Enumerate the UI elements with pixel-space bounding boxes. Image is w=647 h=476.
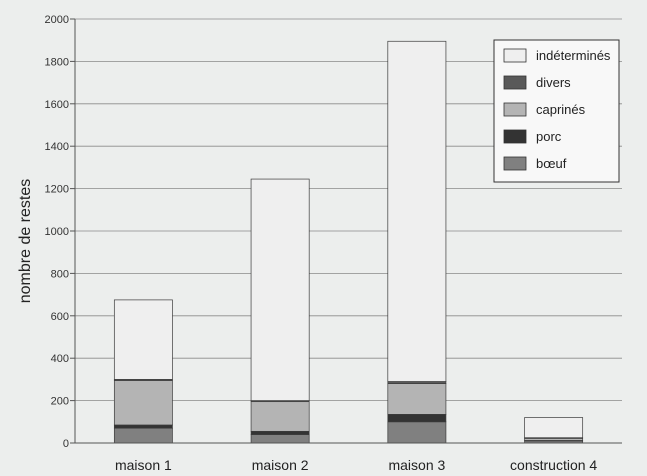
bar-segment-boeuf-maison-3 xyxy=(387,421,447,444)
legend-swatch-divers xyxy=(503,75,527,90)
bars xyxy=(113,40,584,444)
bar-segment-boeuf-maison-2 xyxy=(250,434,310,444)
bar-segment-caprines-maison-2 xyxy=(250,401,310,432)
bar-segment-porc-maison-1 xyxy=(113,424,173,429)
y-tick-label: 0 xyxy=(63,438,69,450)
legend-swatch-indetermines xyxy=(503,48,527,63)
y-tick-label: 1200 xyxy=(45,184,69,196)
y-tick-label: 800 xyxy=(51,268,69,280)
x-category-label: maison 1 xyxy=(115,457,172,473)
x-category-label: construction 4 xyxy=(510,457,597,473)
bar-segment-porc-maison-2 xyxy=(250,430,310,435)
bar-segment-caprines-maison-3 xyxy=(387,383,447,415)
bar-segment-indetermines-maison-1 xyxy=(113,299,173,380)
bar-segment-indetermines-maison-2 xyxy=(250,178,310,401)
y-tick-label: 1800 xyxy=(45,56,69,68)
legend-label-boeuf: bœuf xyxy=(536,156,567,171)
legend-swatch-boeuf xyxy=(503,156,527,171)
legend-label-porc: porc xyxy=(536,129,562,144)
x-category-label: maison 3 xyxy=(388,457,445,473)
y-tick-label: 400 xyxy=(51,353,69,365)
x-category-label: maison 2 xyxy=(252,457,309,473)
x-axis-categories: maison 1 maison 2 maison 3 construction 4 xyxy=(115,457,597,473)
y-tick-label: 2000 xyxy=(45,14,69,26)
bar-segment-porc-maison-3 xyxy=(387,414,447,423)
bar-segment-boeuf-maison-1 xyxy=(113,427,173,444)
legend-label-caprines: caprinés xyxy=(536,102,586,117)
y-tick-label: 200 xyxy=(51,396,69,408)
legend-label-divers: divers xyxy=(536,75,571,90)
bar-segment-indetermines-construction-4 xyxy=(524,417,584,439)
y-tick-label: 600 xyxy=(51,311,69,323)
y-tick-label: 1000 xyxy=(45,226,69,238)
legend-label-indetermines: indéterminés xyxy=(536,48,611,63)
y-axis-ticks: 0 200 400 600 800 1000 1200 1400 1600 1800 2000 xyxy=(45,14,75,450)
bar-segment-caprines-maison-1 xyxy=(113,380,173,426)
y-tick-label: 1400 xyxy=(45,141,69,153)
bar-segment-indetermines-maison-3 xyxy=(387,40,447,382)
legend-swatch-porc xyxy=(503,129,527,144)
y-tick-label: 1600 xyxy=(45,99,69,111)
y-axis-label: nombre de restes xyxy=(17,179,34,304)
legend: indéterminés divers caprinés porc bœuf xyxy=(493,39,620,183)
legend-swatch-caprines xyxy=(503,102,527,117)
